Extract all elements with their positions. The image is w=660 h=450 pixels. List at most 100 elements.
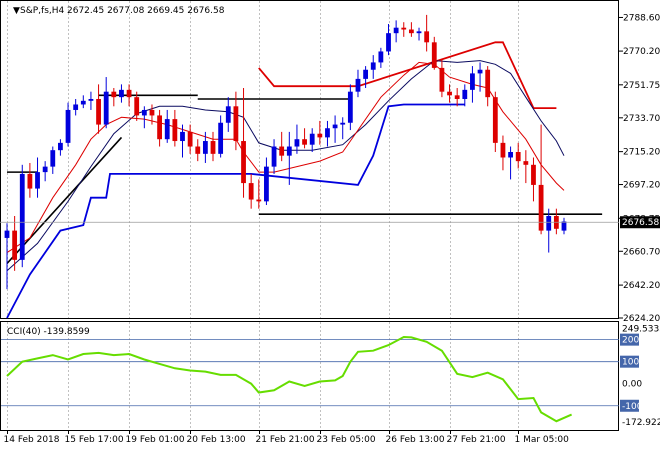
candle — [164, 109, 170, 143]
candle — [256, 179, 262, 209]
price-series — [4, 14, 603, 319]
candle-body — [4, 230, 10, 238]
candle-body — [187, 131, 193, 147]
candle — [141, 106, 147, 129]
candle — [454, 88, 460, 107]
candle-body — [439, 67, 445, 92]
candle — [80, 95, 86, 109]
price-tick-label: 2733.70 — [623, 114, 660, 124]
candle-body — [80, 100, 86, 105]
candle-body — [172, 119, 178, 142]
candle-body — [302, 139, 307, 145]
candle-body — [88, 98, 94, 101]
candle — [264, 157, 269, 206]
candle-body — [386, 33, 391, 52]
candle — [325, 120, 330, 147]
candle — [355, 69, 361, 98]
candle — [492, 91, 498, 153]
candle-body — [325, 128, 330, 138]
resistance-line — [258, 41, 557, 109]
candle — [88, 91, 94, 110]
time-tick-label: 20 Feb 13:00 — [187, 435, 246, 445]
time-axis: 14 Feb 2018 15 Feb 17:00 19 Feb 01:00 20 Fe… — [4, 430, 570, 445]
candle-body — [363, 69, 369, 79]
candle — [180, 124, 185, 158]
candle — [248, 173, 254, 209]
candle — [393, 20, 399, 43]
candle — [508, 146, 513, 180]
price-tick-label: 2660.70 — [623, 247, 660, 257]
price-tick-label: 2642.20 — [623, 281, 660, 291]
candle-body — [561, 221, 567, 231]
candle-body — [309, 133, 315, 145]
cci-level-tag — [620, 333, 639, 346]
price-tick-label: 2788.60 — [623, 13, 660, 23]
price-tick-label: 2751.75 — [623, 81, 660, 91]
candle-body — [180, 131, 185, 142]
candle — [27, 162, 33, 198]
candle — [408, 22, 414, 37]
candle — [195, 139, 201, 162]
candle-body — [538, 184, 544, 231]
candle-body — [157, 115, 162, 140]
candle-body — [470, 73, 475, 90]
candle — [19, 164, 25, 268]
time-tick-label: 19 Feb 01:00 — [126, 435, 185, 445]
candle — [363, 66, 369, 89]
price-tick-label: 2770.20 — [623, 47, 660, 57]
cci-series — [1, 335, 619, 423]
candle-body — [248, 183, 254, 200]
candle — [233, 91, 239, 151]
candle — [126, 84, 132, 107]
candle-body — [340, 122, 346, 125]
candle-body — [546, 215, 552, 231]
candle-body — [73, 104, 79, 110]
candle-body — [279, 146, 285, 156]
cci-axis: 249.5335200 100 0.00 -100 -172.9222 — [620, 325, 660, 428]
candle-body — [271, 146, 277, 167]
candle — [500, 135, 506, 171]
candle — [561, 217, 567, 235]
last-price-label: 2676.58 — [622, 218, 659, 228]
candle-body — [35, 172, 40, 189]
candle — [462, 84, 468, 107]
cci-tick-label: 100 — [622, 358, 639, 368]
candle-body — [523, 161, 529, 165]
candle — [157, 109, 162, 147]
candle-body — [378, 51, 384, 63]
candle-body — [424, 31, 430, 43]
last-price-tag — [620, 216, 660, 229]
candle — [50, 146, 56, 174]
price-tick-label: 2624.20 — [623, 314, 660, 324]
candle — [317, 120, 323, 145]
candle — [294, 124, 300, 154]
time-tick-label: 23 Feb 05:00 — [317, 435, 376, 445]
candle — [378, 47, 384, 68]
candle-body — [515, 152, 521, 162]
candle — [538, 124, 544, 235]
candle-body — [317, 133, 323, 138]
price-tick-label: 2697.20 — [623, 181, 660, 191]
candle-body — [233, 106, 239, 142]
candle-body — [508, 152, 513, 158]
trend-line — [6, 136, 123, 265]
candle-body — [500, 142, 506, 158]
candle — [12, 215, 18, 271]
candle-body — [126, 89, 132, 98]
candle-body — [65, 109, 71, 143]
candle — [210, 131, 216, 162]
candle — [172, 109, 178, 147]
candle — [111, 88, 117, 107]
candle — [401, 22, 407, 37]
time-tick-label: 1 Mar 05:00 — [515, 435, 570, 445]
candle — [241, 88, 246, 198]
time-tick-label: 21 Feb 21:00 — [256, 435, 315, 445]
candle-body — [477, 69, 483, 74]
candle — [187, 124, 193, 154]
candle — [225, 97, 231, 132]
candle-body — [96, 98, 101, 125]
candle — [4, 223, 10, 290]
candle-body — [103, 91, 109, 125]
candle-body — [485, 69, 491, 98]
price-tick-label: 2715.20 — [623, 148, 660, 158]
